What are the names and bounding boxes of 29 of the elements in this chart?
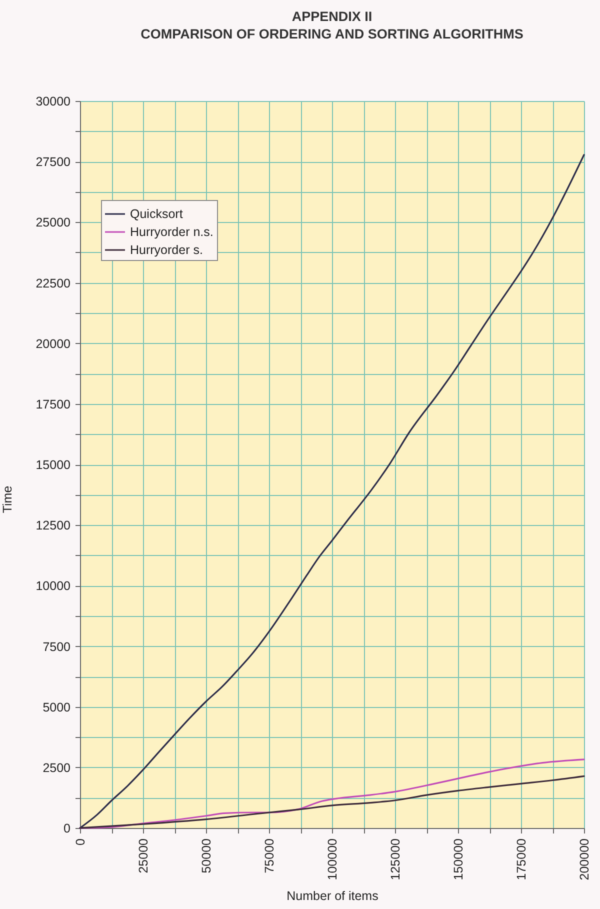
x-tick-label: 25000 xyxy=(136,838,150,874)
y-tick-label: 7500 xyxy=(42,640,71,654)
legend-label: Hurryorder s. xyxy=(130,243,203,257)
legend-label: Quicksort xyxy=(130,207,184,221)
x-tick-label: 50000 xyxy=(200,838,214,874)
y-tick-label: 25000 xyxy=(36,216,71,230)
legend-label: Hurryorder n.s. xyxy=(130,225,214,239)
chart-title: APPENDIX II xyxy=(292,9,372,24)
y-tick-label: 22500 xyxy=(36,276,71,290)
y-tick-label: 10000 xyxy=(36,579,71,594)
y-tick-label: 5000 xyxy=(42,700,71,714)
y-tick-label: 2500 xyxy=(42,760,71,775)
x-tick-label: 75000 xyxy=(262,838,276,874)
x-tick-label: 200000 xyxy=(578,838,592,880)
y-tick-label: 12500 xyxy=(36,518,71,533)
y-tick-label: 20000 xyxy=(36,336,71,351)
x-axis-title: Number of items xyxy=(286,889,378,904)
y-axis-title: Time xyxy=(0,486,14,514)
y-tick-label: 27500 xyxy=(36,155,71,170)
y-tick-label: 0 xyxy=(64,822,71,836)
chart-subtitle: COMPARISON OF ORDERING AND SORTING ALGORITHMS xyxy=(140,26,524,42)
x-tick-label: 150000 xyxy=(452,838,466,880)
x-tick-label: 100000 xyxy=(326,838,340,880)
x-tick-label: 0 xyxy=(74,838,88,846)
x-tick-label: 175000 xyxy=(514,838,528,880)
y-tick-label: 15000 xyxy=(36,458,71,472)
x-tick-label: 125000 xyxy=(388,838,402,880)
y-tick-label: 17500 xyxy=(36,397,71,412)
y-tick-label: 30000 xyxy=(36,94,71,108)
